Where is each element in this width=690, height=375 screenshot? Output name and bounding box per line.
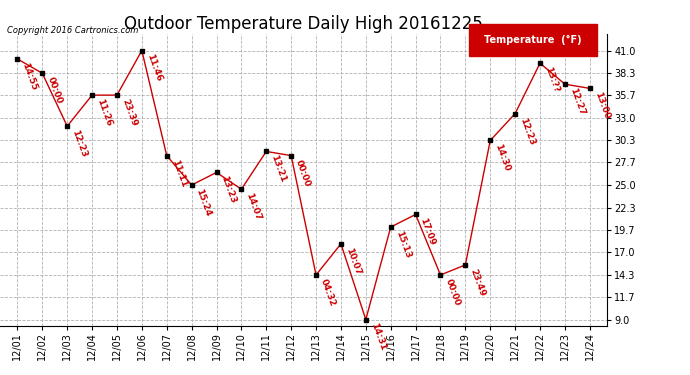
Text: 15:13: 15:13 xyxy=(394,230,412,260)
Text: 14:55: 14:55 xyxy=(21,62,39,92)
Text: 00:00: 00:00 xyxy=(444,278,462,307)
Text: 13:21: 13:21 xyxy=(269,154,288,184)
Text: 10:07: 10:07 xyxy=(344,246,362,276)
Text: 12:23: 12:23 xyxy=(518,116,536,146)
Text: 15:24: 15:24 xyxy=(195,188,213,218)
Text: Temperature  (°F): Temperature (°F) xyxy=(484,35,582,45)
Text: 00:00: 00:00 xyxy=(46,76,63,105)
Text: 04:32: 04:32 xyxy=(319,278,337,308)
Text: 12:23: 12:23 xyxy=(70,129,88,159)
Text: 23:39: 23:39 xyxy=(120,98,138,128)
Text: Outdoor Temperature Daily High 20161225: Outdoor Temperature Daily High 20161225 xyxy=(124,15,483,33)
Text: 14:07: 14:07 xyxy=(244,192,263,222)
Text: Copyright 2016 Cartronics.com: Copyright 2016 Cartronics.com xyxy=(7,26,138,35)
Text: 13:23: 13:23 xyxy=(219,175,238,205)
Text: 11:11: 11:11 xyxy=(170,158,188,188)
Text: 13:??: 13:?? xyxy=(543,66,560,94)
Text: 14:30: 14:30 xyxy=(493,143,511,173)
Text: 11:26: 11:26 xyxy=(95,98,113,128)
Text: 11:46: 11:46 xyxy=(145,53,163,83)
Text: 23:49: 23:49 xyxy=(469,267,486,298)
Text: 17:09: 17:09 xyxy=(419,217,437,247)
Text: 14:31: 14:31 xyxy=(368,322,387,352)
Text: 12:27: 12:27 xyxy=(568,87,586,117)
Text: 00:00: 00:00 xyxy=(294,158,312,188)
Text: 13:00: 13:00 xyxy=(593,91,611,121)
